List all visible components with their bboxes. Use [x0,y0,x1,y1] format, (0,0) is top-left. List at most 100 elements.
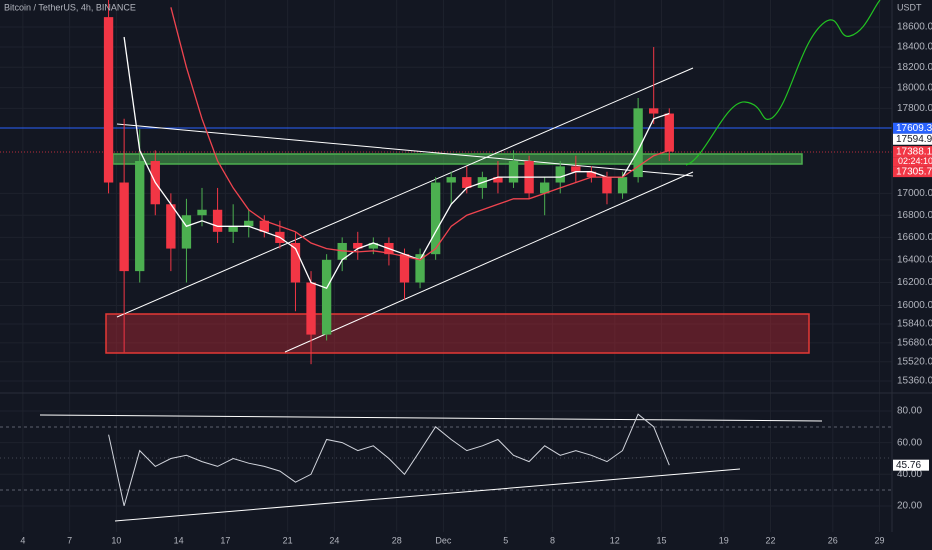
y-tick-label: 18200.00 [897,62,932,73]
candle-body [617,177,628,194]
y-tick-label: 15680.00 [897,337,932,348]
candle-body [119,182,129,272]
candle-body [306,282,316,335]
price-tag [893,133,932,145]
candle-body [664,113,674,152]
candle-body [259,220,269,232]
x-tick-label: 5 [503,535,508,545]
candle-body [103,17,114,183]
demand-zone [105,313,810,354]
candle-body [462,177,472,188]
x-tick-label: 14 [174,535,184,545]
candle-body [508,161,519,183]
candle-body [244,220,254,227]
y-tick-label: 16600.00 [897,232,932,243]
rsi-tag [893,459,929,471]
rsi-drawings [0,414,892,522]
rsi [108,413,670,507]
rsi-trend-line [39,414,823,422]
rsi-tag-label: 45.76 [896,460,921,471]
grid [0,0,892,532]
x-tick-label: 10 [111,535,121,545]
y-tick-label: 18600.00 [897,22,932,33]
x-tick-label: 24 [329,535,339,545]
x-tick-label: 26 [828,535,838,545]
axes: 18600.00 18400.00 18200.00 18000.00 17800.00… [20,22,932,545]
candle-body [353,242,363,249]
candles [103,0,674,365]
y-tick-label: 16400.00 [897,254,932,265]
rsi-trend-line [114,468,741,522]
candle-body [539,182,550,194]
y-tick-label: 15840.00 [897,319,932,330]
y-tick-label: 16000.00 [897,300,932,311]
candle-body [633,108,643,178]
candle-body [321,259,332,335]
price-tag [893,146,932,158]
countdown-tag [893,157,932,167]
x-tick-label: 19 [719,535,729,545]
y-tick-label: 18400.00 [897,42,932,53]
chart-title: Bitcoin / TetherUS, 4h, BINANCE [4,2,136,12]
candle-body [368,242,379,249]
rsi-line [108,413,670,507]
trend-line [284,171,694,353]
candle-body [415,254,425,283]
y-tick-label: 15520.00 [897,356,932,367]
x-tick-label: 29 [875,535,885,545]
candle-body [399,254,410,283]
y-tick-label: 17800.00 [897,103,932,114]
price-tag-label: 17305.78 [896,166,932,177]
drawings [0,0,892,354]
rsi-tick-label: 80.00 [897,406,922,417]
x-tick-label: Dec [435,535,452,545]
price-tag-label: 17609.31 [896,123,932,134]
candle-body [290,242,301,283]
currency: USDT [897,2,922,12]
candle-body [197,209,207,216]
moving-average [123,36,670,290]
countdown: 02:24:10 [898,156,932,166]
rsi-tick-label: 20.00 [897,501,922,512]
moving-averages [123,7,670,290]
x-tick-label: 12 [610,535,620,545]
x-tick-label: 8 [550,535,555,545]
x-tick-label: 17 [220,535,230,545]
candle-body [493,177,503,183]
trend-line [116,67,694,318]
candle-body [649,108,659,114]
x-tick-label: 15 [656,535,666,545]
y-tick-label: 16800.00 [897,210,932,221]
moving-average [170,7,670,261]
candle-body [181,215,192,249]
x-tick-label: 22 [766,535,776,545]
price-tag [893,122,932,134]
trend-line [116,123,694,177]
x-tick-label: 28 [392,535,402,545]
rsi-tick-label: 60.00 [897,437,922,448]
candle-body [571,166,581,172]
candle-body [430,182,441,255]
y-tick-label: 17000.00 [897,188,932,199]
candle-body [602,177,612,194]
x-tick-label: 7 [67,535,72,545]
candle-body [586,171,597,178]
candle-body [135,161,145,272]
x-tick-label: 4 [20,535,25,545]
x-tick-label: 21 [283,535,293,545]
candle-body [555,166,565,183]
y-tick-label: 15360.00 [897,376,932,387]
price-tag-label: 17594.95 [896,134,932,145]
price-tag-label: 17388.15 [896,146,932,157]
projection [685,0,881,166]
price-tag [893,166,932,178]
candle-body [446,177,456,183]
candle-body [228,226,238,232]
y-tick-label: 18000.00 [897,82,932,93]
candle-body [166,204,176,249]
candle-body [212,209,223,232]
rsi-tick-label: 40.00 [897,469,922,480]
y-tick-label: 16200.00 [897,277,932,288]
